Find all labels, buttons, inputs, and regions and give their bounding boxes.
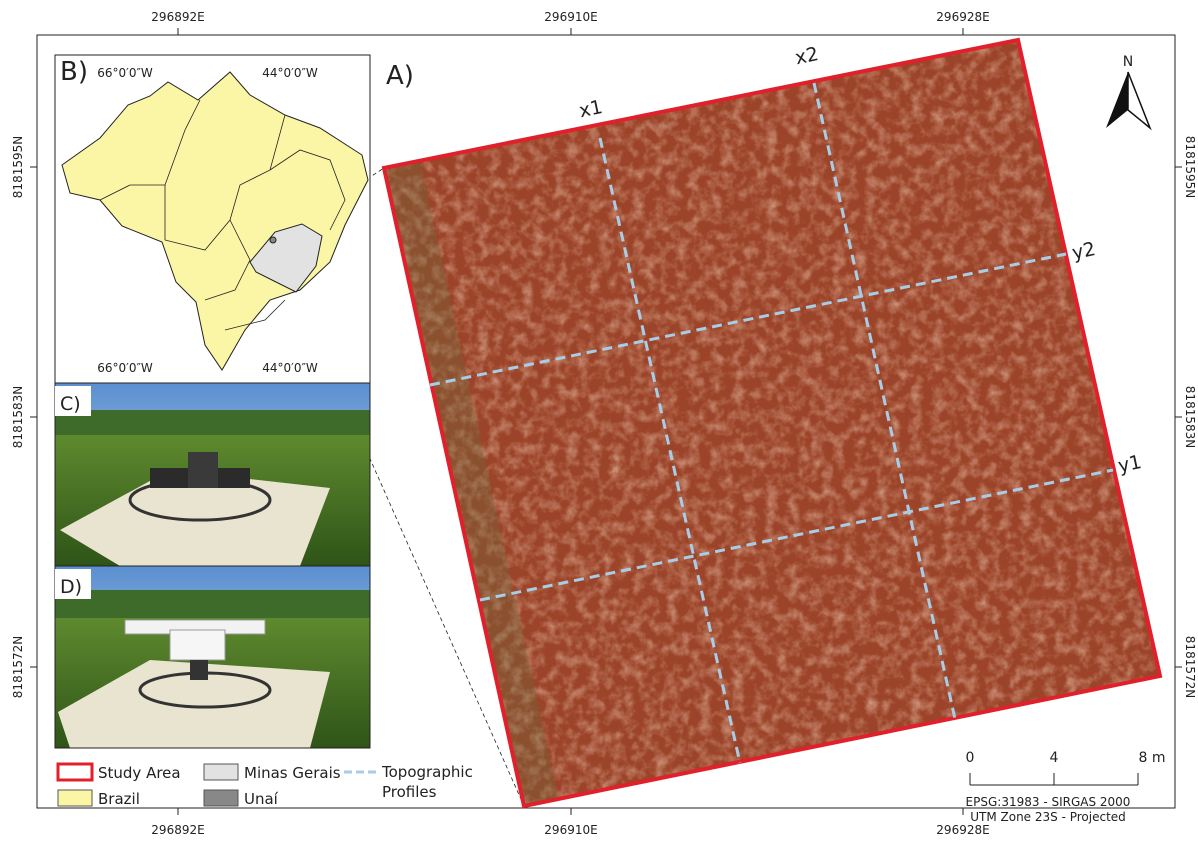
- northing-label: 8181583N: [1183, 386, 1197, 448]
- legend-swatch: [58, 764, 92, 780]
- easting-label: 296928E: [936, 10, 989, 24]
- scale-label: 0: [966, 750, 975, 766]
- north-label: N: [1123, 54, 1133, 70]
- legend-swatch: [204, 790, 238, 806]
- legend-label: Study Area: [98, 764, 181, 782]
- legend-label-box: Topographic Profiles: [382, 762, 492, 806]
- longitude-label: 66°0′0″W: [97, 66, 153, 80]
- legend-label: Minas Gerais: [244, 764, 341, 782]
- northing-label: 8181583N: [11, 386, 25, 448]
- northing-label: 8181595N: [1183, 136, 1197, 198]
- panel-label: A): [386, 61, 414, 91]
- photo-d: [55, 566, 370, 748]
- legend-swatch: [58, 790, 92, 806]
- panel-label: C): [60, 393, 81, 415]
- panel-label: D): [60, 576, 82, 598]
- crs-label: EPSG:31983 - SIRGAS 2000: [966, 795, 1131, 809]
- easting-label: 296892E: [151, 823, 204, 837]
- legend-label: Brazil: [98, 790, 140, 808]
- longitude-label: 66°0′0″W: [97, 361, 153, 375]
- easting-label: 296928E: [936, 823, 989, 837]
- northing-label: 8181572N: [11, 636, 25, 698]
- scale-label: 4: [1050, 750, 1059, 766]
- legend-label: Topographic Profiles: [382, 762, 492, 802]
- map-figure: 296892E 296910E 296928E 296892E 296910E …: [0, 0, 1198, 843]
- panel-label: B): [60, 57, 88, 87]
- legend-swatch: [204, 764, 238, 780]
- easting-label: 296910E: [544, 10, 597, 24]
- unai-marker: [270, 237, 276, 243]
- legend-label: Unaí: [244, 790, 279, 808]
- photo-c: [55, 383, 370, 566]
- scale-label: 8 m: [1139, 750, 1166, 766]
- northing-label: 8181595N: [11, 136, 25, 198]
- easting-label: 296892E: [151, 10, 204, 24]
- northing-label: 8181572N: [1183, 636, 1197, 698]
- longitude-label: 44°0′0″W: [262, 361, 318, 375]
- easting-label: 296910E: [544, 823, 597, 837]
- crs-label: UTM Zone 23S - Projected: [970, 810, 1126, 824]
- longitude-label: 44°0′0″W: [262, 66, 318, 80]
